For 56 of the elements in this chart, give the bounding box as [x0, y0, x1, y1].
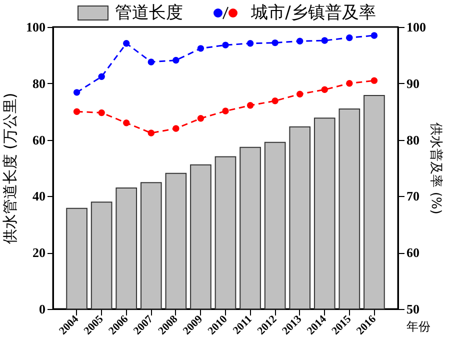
y-axis-title: 供水管道长度 (万公里) — [1, 92, 19, 244]
point — [197, 115, 204, 122]
y2-tick-label: 60 — [406, 245, 420, 260]
point — [172, 125, 180, 132]
point — [346, 80, 353, 87]
y2-tick-label: 80 — [406, 132, 420, 148]
y-tick-label: 40 — [32, 188, 46, 204]
y-tick-label: 20 — [32, 245, 46, 260]
bar — [364, 95, 385, 310]
point — [321, 37, 328, 44]
bar — [264, 142, 286, 310]
point — [222, 108, 229, 114]
point — [272, 39, 278, 46]
point — [246, 102, 254, 109]
bar — [314, 118, 336, 310]
point — [296, 38, 304, 44]
bar — [338, 108, 360, 310]
y2-tick-label: 50 — [406, 302, 420, 316]
series-label: 城市/乡镇普及率 — [251, 2, 376, 24]
point — [123, 40, 130, 47]
y2-tick-label: 100 — [406, 20, 426, 34]
point — [246, 40, 254, 47]
y-tick-label: 80 — [32, 76, 46, 91]
y-tick-label: 100 — [26, 20, 46, 34]
bar — [90, 202, 112, 310]
point — [73, 89, 80, 96]
point — [148, 58, 154, 66]
y-tick-label: 0 — [39, 302, 46, 316]
point — [172, 56, 180, 64]
legend-label: 管道长度 — [115, 2, 184, 24]
point — [321, 86, 328, 93]
bar — [214, 156, 236, 310]
point — [98, 109, 105, 116]
y2-tick-label: 90 — [406, 76, 420, 91]
point — [98, 73, 105, 80]
y-tick-label: 60 — [32, 132, 46, 148]
point — [370, 32, 378, 39]
x-axis-title: 年份 — [406, 320, 430, 334]
y2-tick-label: 70 — [406, 188, 420, 204]
bar — [116, 188, 138, 310]
point — [148, 130, 154, 136]
point — [370, 77, 378, 84]
point — [296, 90, 304, 98]
point — [73, 108, 80, 115]
y2-axis-title: 供水普及率 (%) — [428, 122, 444, 214]
bar — [289, 126, 311, 310]
bar — [165, 172, 187, 310]
point — [222, 42, 229, 48]
bar — [190, 164, 212, 310]
point — [346, 34, 353, 42]
bar — [140, 182, 162, 310]
point — [272, 98, 278, 104]
point — [197, 45, 204, 52]
point — [123, 120, 130, 126]
bar — [66, 208, 88, 310]
bar — [240, 146, 261, 310]
